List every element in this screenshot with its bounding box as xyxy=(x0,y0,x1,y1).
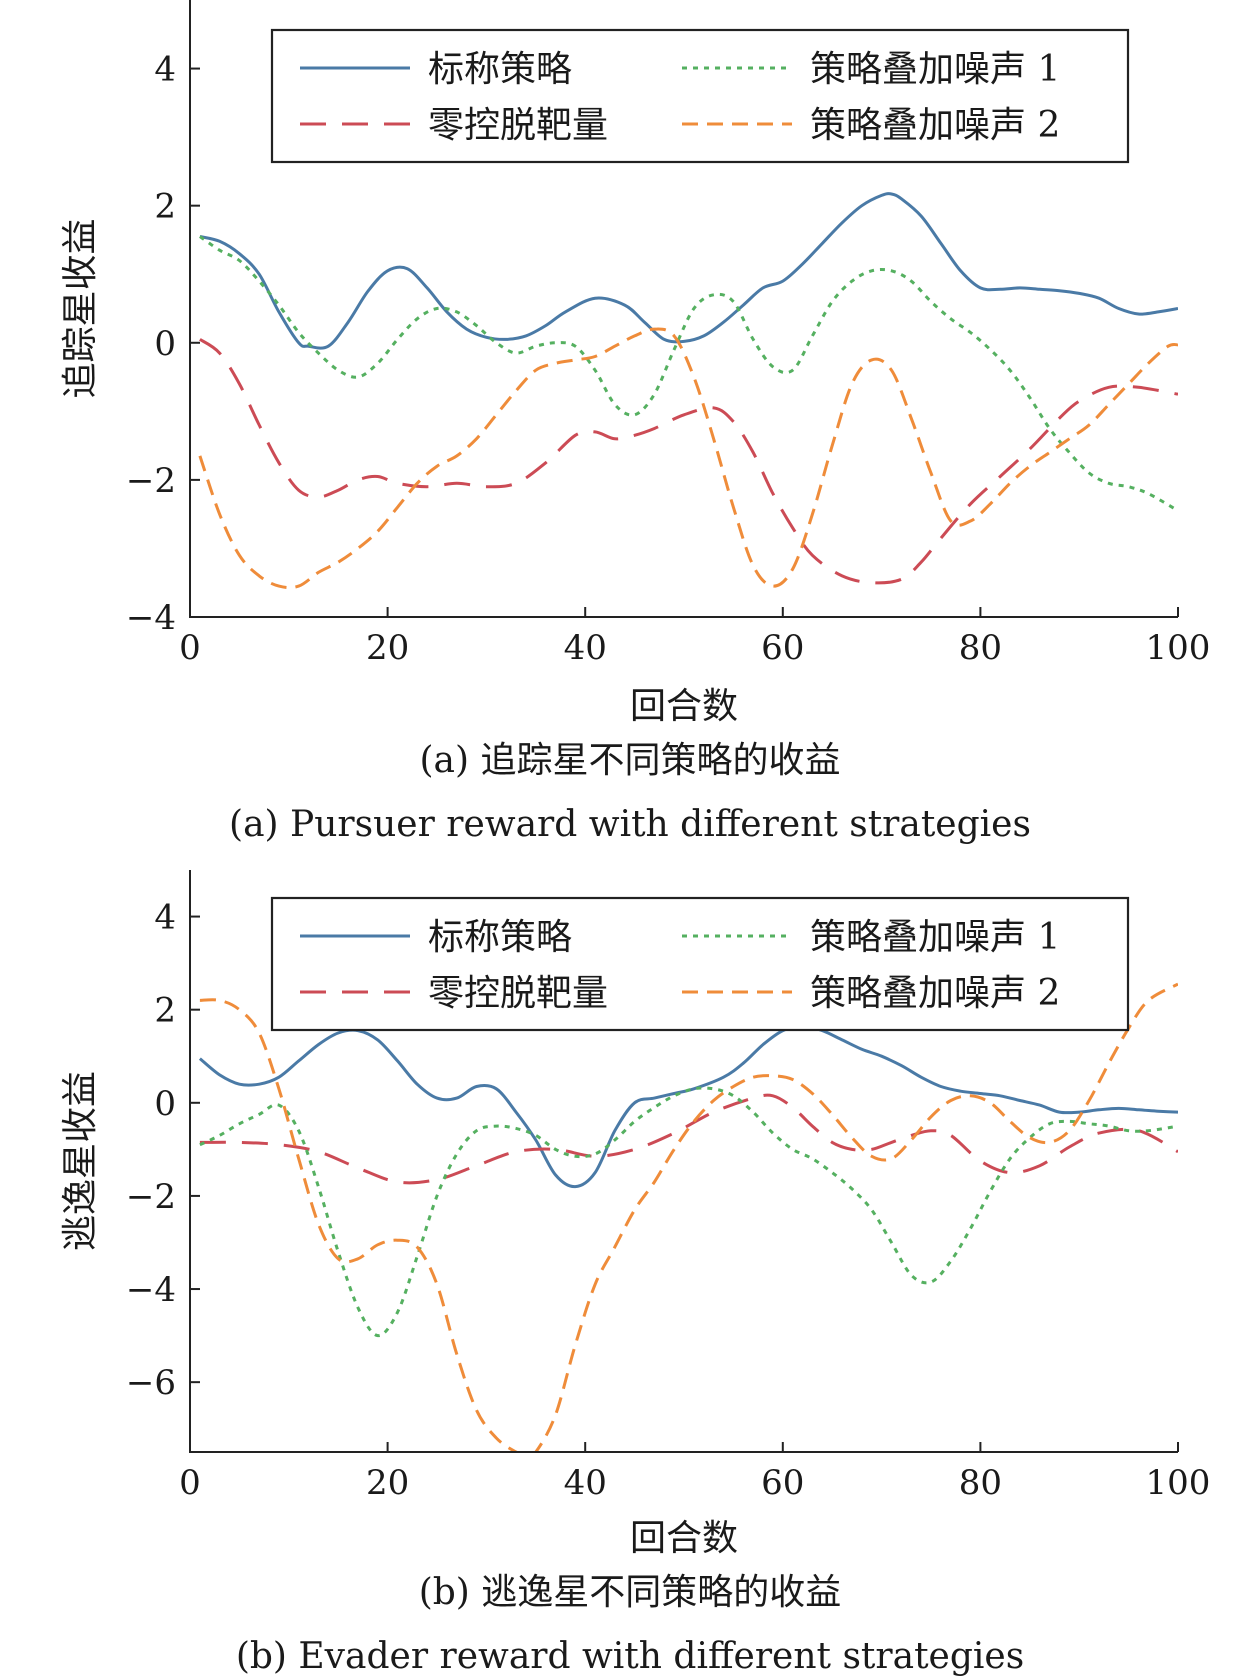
legend-box-a xyxy=(270,28,1130,164)
x-tick-label-a: 60 xyxy=(761,628,804,668)
x-tick-label-a: 40 xyxy=(564,628,607,668)
y-tick-label-b: 4 xyxy=(154,898,176,938)
caption-en-a: (a) Pursuer reward with different strate… xyxy=(229,804,1031,845)
y-tick-label-a: 4 xyxy=(154,50,176,90)
x-tick-label-b: 0 xyxy=(179,1463,201,1503)
series-lines-b xyxy=(198,982,1178,1452)
series-line-1-a xyxy=(199,192,1178,350)
axis-ticks-a: 0 20 40 60 80 100 −4 −2 0 2 4 xyxy=(126,50,1211,668)
y-tick-label-a: 2 xyxy=(154,187,176,227)
series-line-4-b xyxy=(199,982,1178,1452)
y-tick-label-b: −2 xyxy=(126,1177,176,1217)
y-tick-label-a: −2 xyxy=(126,461,176,501)
x-tick-label-a: 20 xyxy=(366,628,409,668)
series-line-4-a xyxy=(198,327,1178,590)
x-tick-label-a: 80 xyxy=(959,628,1002,668)
caption-cn-a: (a) 追踪星不同策略的收益 xyxy=(420,740,841,781)
legend-label-4-b: 策略叠加噪声 2 xyxy=(810,973,1060,1014)
legend-label-2-b: 零控脱靶量 xyxy=(428,973,608,1014)
series-lines-a xyxy=(198,192,1178,590)
series-line-2-a xyxy=(199,338,1178,585)
panel-b: 0 20 40 60 80 100 −6 −4 −2 0 2 4 回合数 逃逸星收益 标称策略零控脱靶… xyxy=(60,870,1210,1677)
legend-label-3-a: 策略叠加噪声 1 xyxy=(810,49,1060,90)
axis-ticks-b: 0 20 40 60 80 100 −6 −4 −2 0 2 4 xyxy=(126,898,1211,1503)
caption-cn-b: (b) 逃逸星不同策略的收益 xyxy=(419,1572,842,1613)
plot-area-b xyxy=(189,870,1178,1453)
x-tick-label-a: 100 xyxy=(1146,628,1211,668)
legend-label-1-b: 标称策略 xyxy=(428,917,572,958)
x-axis-label-a: 回合数 xyxy=(630,686,738,727)
x-tick-label-a: 0 xyxy=(179,628,201,668)
x-axis-label-b: 回合数 xyxy=(630,1518,738,1559)
caption-en-b: (b) Evader reward with different strateg… xyxy=(236,1636,1024,1677)
series-line-3-a xyxy=(199,235,1178,513)
y-tick-label-b: 0 xyxy=(154,1084,176,1124)
legend-label-1-a: 标称策略 xyxy=(428,49,572,90)
legend-label-3-b: 策略叠加噪声 1 xyxy=(810,917,1060,958)
x-tick-label-b: 80 xyxy=(959,1463,1002,1503)
y-axis-label-a: 追踪星收益 xyxy=(60,218,101,398)
y-tick-label-b: 2 xyxy=(154,991,176,1031)
legend-box-b xyxy=(270,896,1130,1032)
series-line-3-b xyxy=(199,1086,1178,1338)
series-line-2-b xyxy=(199,1093,1178,1185)
y-axis-label-b: 逃逸星收益 xyxy=(60,1071,101,1251)
x-tick-label-b: 40 xyxy=(564,1463,607,1503)
plot-area-a xyxy=(189,0,1178,618)
y-tick-label-b: −4 xyxy=(126,1270,176,1310)
y-tick-label-a: 0 xyxy=(154,324,176,364)
x-tick-label-b: 100 xyxy=(1146,1463,1211,1503)
x-tick-label-b: 60 xyxy=(761,1463,804,1503)
y-tick-label-b: −6 xyxy=(126,1363,176,1403)
y-tick-label-a: −4 xyxy=(126,598,176,638)
legend-label-4-a: 策略叠加噪声 2 xyxy=(810,105,1060,146)
legend-label-2-a: 零控脱靶量 xyxy=(428,105,608,146)
x-tick-label-b: 20 xyxy=(366,1463,409,1503)
